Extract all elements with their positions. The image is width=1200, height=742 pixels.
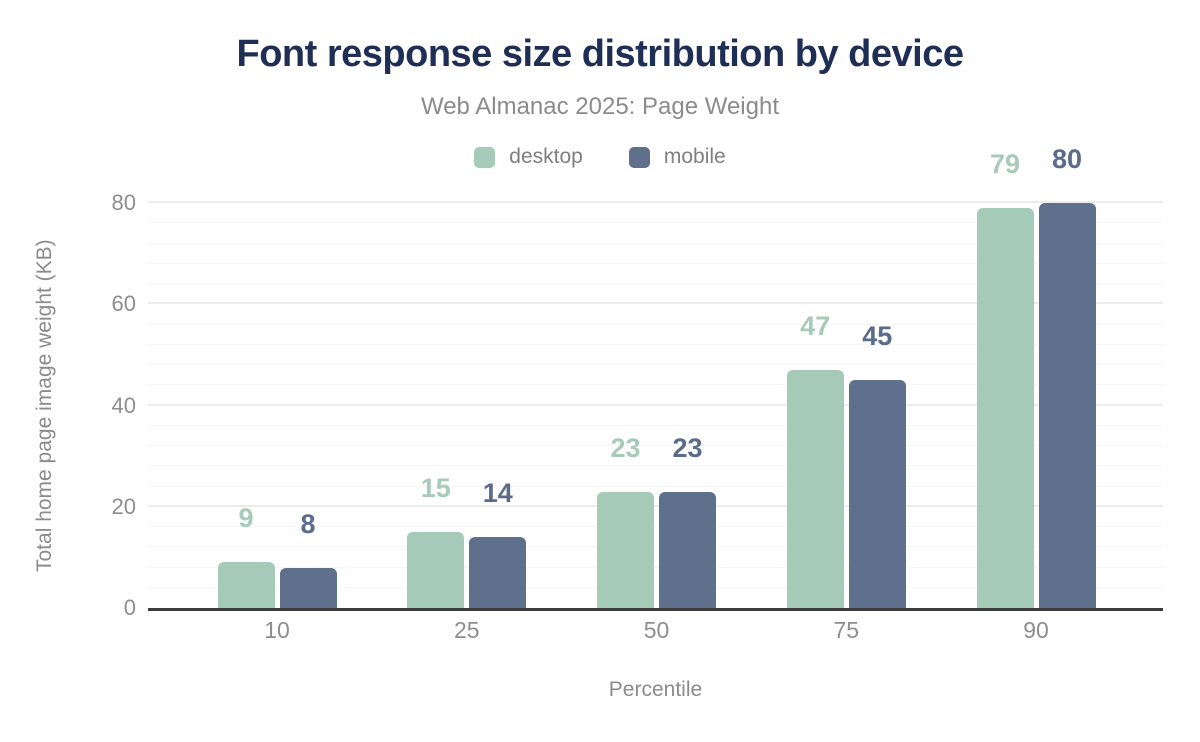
gridline-major bbox=[148, 403, 1163, 406]
x-tick-75: 75 bbox=[833, 617, 860, 643]
value-label-desktop-p10: 9 bbox=[238, 503, 254, 534]
legend-item-mobile[interactable]: mobile bbox=[628, 145, 726, 169]
bar-mobile-p75 bbox=[848, 380, 906, 608]
gridline-minor bbox=[148, 384, 1163, 386]
gridline-minor bbox=[148, 546, 1163, 548]
x-axis-ticks: 10 25 50 75 90 bbox=[148, 617, 1163, 645]
bar-mobile-p50 bbox=[659, 491, 716, 608]
x-tick-10: 10 bbox=[264, 617, 290, 643]
gridline-minor bbox=[148, 364, 1163, 365]
value-label-desktop-p25: 15 bbox=[420, 473, 451, 504]
bar-desktop-p75 bbox=[786, 370, 844, 608]
bar-desktop-p50 bbox=[597, 491, 654, 608]
x-tick-90: 90 bbox=[1023, 617, 1049, 643]
legend-label-desktop: desktop bbox=[509, 145, 583, 168]
chart-title: Font response size distribution by devic… bbox=[236, 33, 964, 75]
value-label-mobile-p75: 45 bbox=[862, 321, 893, 352]
x-tick-25: 25 bbox=[453, 617, 480, 643]
value-label-mobile-p90: 80 bbox=[1051, 144, 1083, 174]
gridline-minor bbox=[148, 445, 1163, 446]
gridline-minor bbox=[148, 262, 1163, 264]
value-label-mobile-p10: 8 bbox=[300, 508, 316, 539]
y-axis-ticks: 0 20 40 60 80 bbox=[0, 190, 136, 620]
x-axis-title: Percentile bbox=[608, 678, 703, 701]
gridline-minor bbox=[148, 343, 1163, 345]
legend-swatch-desktop bbox=[474, 146, 496, 168]
chart-subtitle: Web Almanac 2025: Page Weight bbox=[420, 93, 779, 120]
bar-desktop-p10 bbox=[217, 562, 275, 608]
gridline-minor bbox=[148, 586, 1163, 588]
bar-mobile-p10 bbox=[279, 567, 337, 608]
legend: desktop mobile bbox=[0, 142, 1200, 172]
legend-item-desktop[interactable]: desktop bbox=[474, 145, 583, 169]
value-label-desktop-p50: 23 bbox=[610, 432, 641, 463]
y-tick-20: 20 bbox=[111, 493, 136, 519]
plot-area: 9 15 23 47 79 8 14 23 45 80 bbox=[148, 146, 1163, 611]
gridline-minor bbox=[148, 323, 1163, 325]
y-tick-0: 0 bbox=[123, 595, 136, 620]
gridline-minor bbox=[148, 465, 1163, 467]
gridline-major bbox=[148, 504, 1163, 507]
y-tick-60: 60 bbox=[111, 291, 136, 317]
gridline-minor bbox=[148, 424, 1163, 426]
value-label-desktop-p75: 47 bbox=[800, 311, 831, 342]
gridline-minor bbox=[148, 222, 1163, 224]
gridline-major bbox=[148, 201, 1163, 203]
bar-mobile-p90 bbox=[1038, 203, 1096, 608]
gridline-minor bbox=[148, 526, 1163, 527]
legend-label-mobile: mobile bbox=[663, 145, 726, 168]
y-tick-40: 40 bbox=[111, 392, 136, 418]
gridline-minor bbox=[148, 242, 1163, 244]
y-tick-80: 80 bbox=[111, 190, 136, 215]
gridline-minor bbox=[148, 283, 1163, 284]
bar-desktop-p90 bbox=[976, 208, 1034, 608]
bar-mobile-p25 bbox=[469, 537, 527, 608]
bar-desktop-p25 bbox=[407, 532, 465, 608]
value-label-desktop-p90: 79 bbox=[989, 149, 1021, 180]
gridline-major bbox=[148, 302, 1163, 305]
value-label-mobile-p50: 23 bbox=[672, 432, 703, 463]
value-label-mobile-p25: 14 bbox=[482, 478, 513, 509]
legend-swatch-mobile bbox=[628, 146, 650, 168]
x-tick-50: 50 bbox=[643, 617, 670, 643]
gridline-minor bbox=[148, 485, 1163, 487]
gridline-minor bbox=[148, 566, 1163, 568]
